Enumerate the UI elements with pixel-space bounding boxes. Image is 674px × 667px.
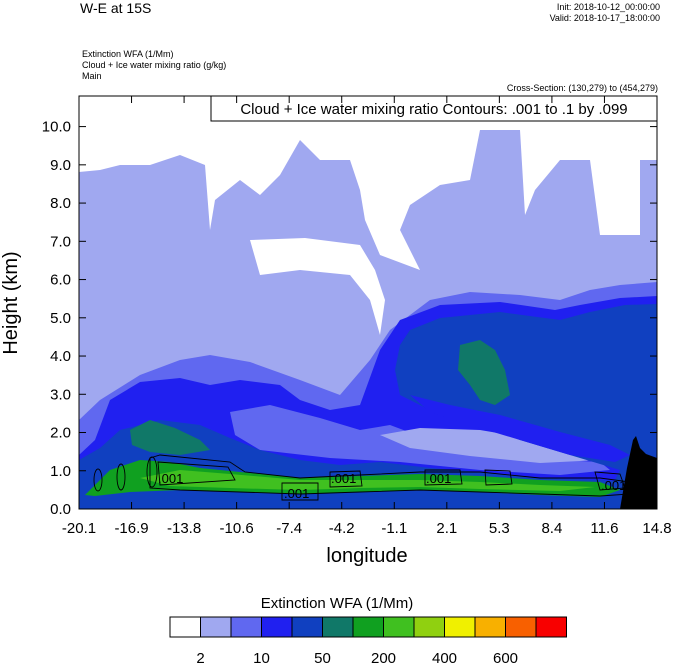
colorbar-swatch	[322, 616, 354, 638]
x-tick-label: 2.1	[436, 520, 457, 537]
y-tick-label: 3.0	[50, 386, 71, 403]
y-axis: 0.0 1.0 2.0 3.0 4.0 5.0 6.0 7.0 8.0 9.0 10.0	[42, 119, 657, 518]
field-teal-patch-west	[130, 420, 210, 455]
y-tick-label: 5.0	[50, 310, 71, 327]
mixing-ratio-contours	[93, 454, 631, 501]
colorbar-swatch	[169, 616, 201, 638]
colorbar-title: Extinction WFA (1/Mm)	[260, 595, 414, 612]
x-tick-label: -13.8	[167, 520, 201, 537]
contour-ellipse-3	[146, 456, 158, 488]
contour-label: .001	[601, 478, 626, 493]
colorbar-tick-label: 200	[370, 650, 397, 667]
colorbar-swatch	[200, 616, 232, 638]
x-axis: -20.1 -16.9 -13.8 -10.6 -7.4 -4.2 -1.1 2.1 5.3 8.…	[62, 96, 672, 537]
contour-info-text: Cloud + Ice water mixing ratio Contours:…	[240, 101, 627, 118]
colorbar-tick-label: 600	[492, 650, 519, 667]
contour-ellipse-1	[93, 468, 103, 492]
contour-line-blob-2	[594, 471, 626, 491]
x-tick-label: 5.3	[489, 520, 510, 537]
terrain-mountain	[620, 436, 657, 509]
x-axis-title: longitude	[326, 545, 407, 567]
x-tick-label: -7.4	[276, 520, 302, 537]
field-white-cloud	[250, 238, 385, 335]
contour-info-box	[210, 95, 658, 122]
x-tick-label: -20.1	[62, 520, 96, 537]
field-light-inner-tongue	[380, 428, 600, 463]
y-tick-label: 0.0	[50, 501, 71, 518]
colorbar-swatch	[505, 616, 537, 638]
contour-line-inner-east	[424, 469, 463, 486]
contour-label: .001	[158, 471, 183, 486]
subtitle-extinction: Extinction WFA (1/Mm)	[82, 49, 174, 59]
contour-line-blob-1	[484, 469, 513, 486]
field-teal-core	[458, 340, 510, 405]
field-lgreen-lowband	[140, 470, 595, 491]
subtitle-mixing-ratio: Cloud + Ice water mixing ratio (g/kg)	[82, 60, 227, 70]
y-tick-label: 6.0	[50, 272, 71, 289]
contour-line-inner-west	[157, 461, 236, 486]
y-tick-label: 9.0	[50, 157, 71, 174]
colorbar-swatch	[383, 616, 415, 638]
init-time-label: Init: 2018-10-12_00:00:00	[556, 2, 660, 12]
filled-contour-field	[79, 96, 657, 509]
colorbar	[169, 616, 567, 638]
colorbar-tick-label: 10	[253, 650, 270, 667]
colorbar-swatch	[535, 616, 567, 638]
colorbar-swatch	[474, 616, 506, 638]
contour-line-inner-mid	[329, 470, 363, 488]
subtitle-main: Main	[82, 71, 102, 81]
colorbar-swatch	[413, 616, 445, 638]
x-tick-label: -10.6	[220, 520, 254, 537]
x-tick-label: -4.2	[329, 520, 355, 537]
x-tick-label: 8.4	[541, 520, 562, 537]
x-tick-label: -1.1	[381, 520, 407, 537]
y-tick-label: 4.0	[50, 348, 71, 365]
contour-label: .001	[284, 486, 309, 501]
contour-ellipse-2	[116, 463, 126, 491]
y-tick-label: 8.0	[50, 195, 71, 212]
y-axis-title: Height (km)	[0, 251, 22, 354]
contour-label: .001	[426, 471, 451, 486]
contour-line-label-box	[281, 482, 319, 501]
y-tick-label: 2.0	[50, 425, 71, 442]
contour-label: .001	[331, 471, 356, 486]
field-blue-return-band	[410, 395, 630, 462]
y-tick-label: 1.0	[50, 463, 71, 480]
cross-section-label: Cross-Section: (130,279) to (454,279)	[506, 83, 658, 93]
y-tick-label: 7.0	[50, 233, 71, 250]
colorbar-tick-label: 400	[431, 650, 458, 667]
colorbar-tick-label: 50	[314, 650, 331, 667]
colorbar-swatch	[352, 616, 384, 638]
field-white-top	[79, 96, 657, 270]
colorbar-swatch	[230, 616, 262, 638]
chart-title: W-E at 15S	[80, 0, 152, 16]
colorbar-swatch	[444, 616, 476, 638]
contour-line-outer	[149, 454, 631, 497]
x-tick-label: -16.9	[114, 520, 148, 537]
colorbar-swatch	[291, 616, 323, 638]
x-tick-label: 11.6	[590, 520, 618, 537]
valid-time-label: Valid: 2018-10-17_18:00:00	[549, 13, 660, 23]
x-tick-label: 14.8	[642, 520, 671, 537]
y-tick-label: 10.0	[42, 119, 71, 136]
contour-value-labels: .001 .001 .001 .001 .001	[158, 471, 626, 501]
colorbar-tick-label: 2	[196, 650, 205, 667]
colorbar-swatch	[261, 616, 293, 638]
